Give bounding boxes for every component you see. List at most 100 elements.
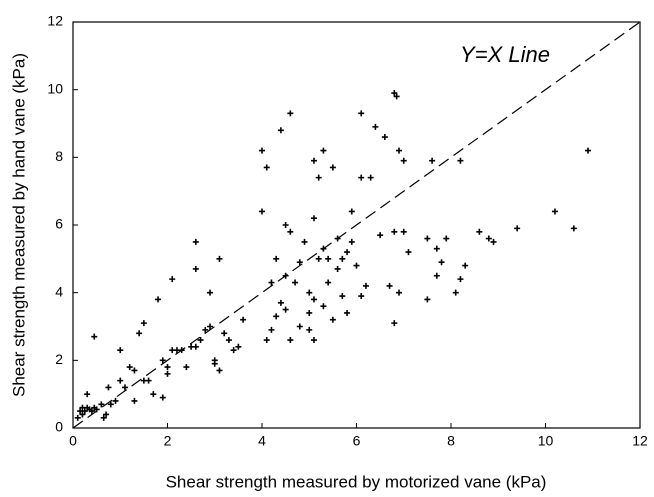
point: [391, 90, 398, 97]
point: [225, 337, 232, 344]
y-axis-label: Shear strength measured by hand vane (kP…: [9, 53, 28, 397]
annotation: Y=X Line: [460, 42, 550, 67]
point: [339, 255, 346, 262]
point: [315, 174, 322, 181]
point: [273, 255, 280, 262]
point: [202, 326, 209, 333]
point: [301, 238, 308, 245]
point: [377, 232, 384, 239]
point: [396, 147, 403, 154]
point: [155, 296, 162, 303]
point: [169, 276, 176, 283]
y-tick-label: 10: [47, 80, 63, 96]
point: [117, 377, 124, 384]
point: [391, 228, 398, 235]
point: [585, 147, 592, 154]
point: [88, 408, 95, 415]
point: [367, 174, 374, 181]
point: [164, 364, 171, 371]
point: [457, 157, 464, 164]
point: [136, 330, 143, 337]
point: [320, 245, 327, 252]
point: [296, 323, 303, 330]
point: [159, 394, 166, 401]
point: [192, 343, 199, 350]
point: [207, 323, 214, 330]
point: [348, 208, 355, 215]
point: [197, 337, 204, 344]
point: [259, 147, 265, 154]
point: [334, 235, 341, 242]
point: [424, 296, 431, 303]
point: [287, 228, 294, 235]
y-tick-label: 6: [55, 216, 63, 232]
point: [131, 397, 138, 404]
point: [216, 255, 223, 262]
point: [306, 309, 313, 316]
point: [287, 337, 294, 344]
point: [107, 401, 114, 408]
point: [353, 262, 360, 269]
point: [121, 384, 128, 391]
point: [433, 245, 440, 252]
point: [339, 293, 346, 300]
point: [381, 134, 388, 141]
point: [424, 235, 431, 242]
point: [310, 296, 317, 303]
point: [433, 272, 440, 279]
point: [358, 110, 365, 117]
point: [306, 289, 313, 296]
point: [400, 157, 407, 164]
point: [296, 259, 303, 266]
point: [93, 406, 100, 413]
point: [105, 384, 112, 391]
point: [81, 408, 88, 415]
point: [570, 225, 577, 232]
point: [310, 215, 317, 222]
point: [334, 265, 341, 272]
point: [145, 377, 152, 384]
point: [178, 347, 185, 354]
point: [485, 235, 492, 242]
point: [268, 279, 275, 286]
point: [282, 306, 289, 313]
point: [476, 228, 483, 235]
point: [150, 391, 157, 398]
point: [372, 123, 379, 130]
point: [192, 265, 199, 272]
y-tick-label: 8: [55, 148, 63, 164]
x-tick-label: 10: [538, 433, 554, 449]
point: [287, 110, 294, 117]
x-tick-label: 0: [69, 433, 77, 449]
point: [310, 157, 317, 164]
point: [325, 279, 332, 286]
point: [240, 316, 247, 323]
point: [221, 330, 228, 337]
point: [457, 276, 464, 283]
point: [358, 293, 365, 300]
point: [292, 279, 299, 286]
point: [131, 367, 138, 374]
y-tick-label: 2: [55, 351, 63, 367]
point: [273, 313, 280, 320]
point: [329, 164, 336, 171]
x-tick-label: 12: [632, 433, 648, 449]
point: [405, 249, 412, 256]
point: [117, 347, 124, 354]
point: [216, 367, 223, 374]
point: [551, 208, 558, 215]
x-axis-label: Shear strength measured by motorized van…: [166, 472, 547, 491]
point: [277, 299, 284, 306]
point: [126, 364, 133, 371]
point: [192, 238, 199, 245]
point: [112, 397, 119, 404]
point: [263, 337, 270, 344]
point: [386, 282, 393, 289]
point: [400, 228, 407, 235]
point: [429, 157, 436, 164]
point: [329, 316, 336, 323]
point: [79, 411, 86, 418]
point: [320, 147, 327, 154]
point: [325, 255, 332, 262]
